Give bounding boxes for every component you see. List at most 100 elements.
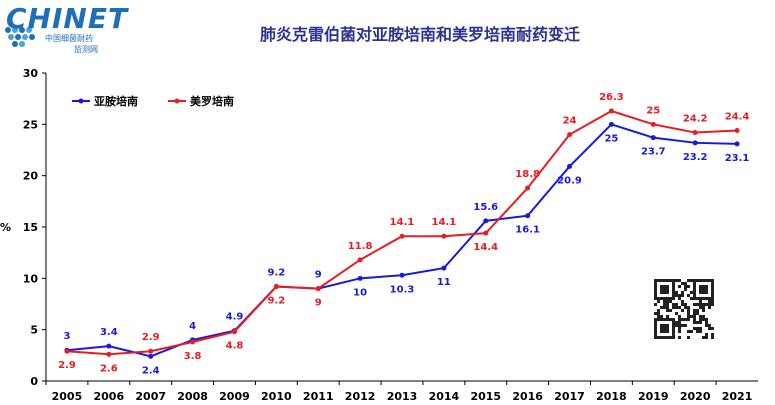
data-point: [692, 140, 698, 146]
data-point: [650, 135, 656, 141]
data-point: [64, 348, 70, 354]
data-label: 2.9: [142, 332, 160, 343]
x-tick-label: 2015: [470, 390, 501, 403]
series-line-1: [66, 123, 738, 358]
data-point: [734, 141, 740, 147]
data-point: [399, 233, 405, 239]
data-label: 10: [353, 287, 367, 298]
data-point: [106, 351, 112, 357]
data-point: [608, 108, 614, 114]
legend-label: 亚胺培南: [94, 94, 138, 108]
data-label: 2.4: [142, 365, 160, 376]
x-tick-label: 2020: [680, 390, 711, 403]
y-tick-label: 20: [23, 170, 39, 183]
data-point: [441, 265, 447, 271]
data-label: 24: [563, 116, 577, 127]
data-point: [273, 284, 279, 290]
data-label: 3.8: [184, 351, 202, 362]
data-label: 23.7: [641, 147, 666, 158]
y-tick-label: 30: [23, 67, 39, 80]
x-tick-label: 2009: [219, 390, 250, 403]
data-point: [315, 286, 321, 292]
data-label: 2.6: [100, 363, 118, 374]
data-label: 4: [189, 321, 196, 332]
data-point: [148, 348, 154, 354]
x-tick-label: 2013: [387, 390, 418, 403]
data-point: [148, 353, 154, 359]
data-label: 23.1: [725, 153, 750, 164]
data-point: [567, 132, 573, 138]
legend-label: 美罗培南: [190, 94, 234, 108]
data-label: 9.2: [267, 296, 285, 307]
data-point: [734, 127, 740, 133]
data-label: 24.2: [683, 114, 708, 125]
data-label: 24.4: [725, 111, 750, 122]
x-tick-label: 2018: [596, 390, 627, 403]
y-tick-label: 5: [30, 324, 38, 337]
series-line-2: [66, 109, 738, 356]
y-tick-label: 15: [23, 221, 38, 234]
data-label: 9: [315, 270, 322, 281]
y-tick-label: 10: [23, 272, 39, 285]
data-point: [357, 257, 363, 263]
data-point: [525, 213, 531, 219]
data-point: [608, 121, 614, 127]
data-label: 11: [437, 277, 451, 288]
data-point: [190, 339, 196, 345]
data-point: [692, 130, 698, 136]
chinet-logo: CHINET 中国细菌耐药 监测网: [0, 0, 127, 60]
data-label: 4.9: [226, 312, 244, 323]
data-label: 16.1: [515, 225, 540, 236]
data-point: [357, 275, 363, 281]
data-point: [231, 329, 237, 335]
y-tick-label: 25: [23, 118, 38, 131]
data-label: 11.8: [348, 241, 373, 252]
data-label: 18.8: [515, 169, 540, 180]
data-label: 26.3: [599, 92, 624, 103]
data-point: [399, 272, 405, 278]
logo-subtitle: 中国细菌耐药: [45, 34, 93, 43]
x-tick-label: 2019: [638, 390, 669, 403]
x-tick-label: 2007: [135, 390, 166, 403]
y-axis-label: %: [0, 221, 11, 234]
data-label: 14.1: [432, 217, 457, 228]
x-tick-label: 2021: [722, 390, 753, 403]
logo-subtitle-2: 监测网: [74, 45, 98, 54]
data-label: 4.8: [226, 341, 244, 352]
data-point: [483, 218, 489, 224]
data-point: [567, 163, 573, 169]
data-label: 3: [63, 331, 70, 342]
data-label: 9.2: [267, 268, 285, 279]
data-point: [106, 343, 112, 349]
data-point: [441, 233, 447, 239]
data-label: 3.4: [100, 327, 118, 338]
x-tick-label: 2011: [303, 390, 334, 403]
legend-marker: [174, 98, 180, 104]
data-label: 20.9: [557, 175, 582, 186]
data-point: [525, 185, 531, 191]
x-tick-label: 2017: [554, 390, 585, 403]
x-tick-label: 2014: [429, 390, 460, 403]
data-label: 25: [646, 105, 660, 116]
data-point: [483, 230, 489, 236]
logo-brand: CHINET: [6, 2, 129, 35]
data-label: 2.9: [58, 360, 76, 371]
x-tick-label: 2006: [94, 390, 125, 403]
data-label: 25: [604, 133, 618, 144]
x-tick-label: 2016: [512, 390, 543, 403]
chart-title: 肺炎克雷伯菌对亚胺培南和美罗培南耐药变迁: [259, 25, 580, 44]
data-point: [650, 121, 656, 127]
x-tick-label: 2012: [345, 390, 376, 403]
data-label: 10.3: [390, 284, 415, 295]
data-label: 14.4: [473, 242, 498, 253]
qr-code-icon: [654, 279, 714, 339]
data-label: 23.2: [683, 152, 708, 163]
legend-marker: [78, 98, 84, 104]
data-label: 15.6: [473, 202, 498, 213]
x-tick-label: 2005: [52, 390, 83, 403]
data-label: 9: [315, 298, 322, 309]
x-tick-label: 2008: [177, 390, 208, 403]
logo-dots-icon: [5, 27, 35, 47]
x-tick-label: 2010: [261, 390, 292, 403]
